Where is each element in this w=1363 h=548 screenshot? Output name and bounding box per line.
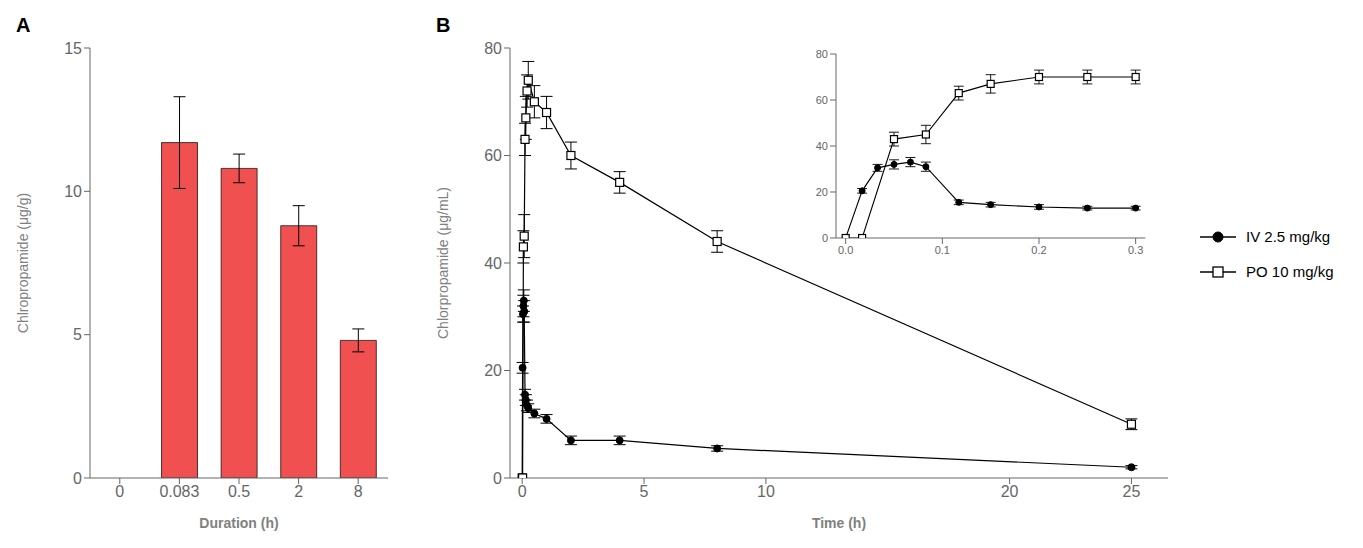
svg-text:60: 60 (815, 94, 827, 106)
svg-text:0.5: 0.5 (228, 483, 250, 500)
svg-text:10: 10 (757, 483, 775, 500)
svg-text:0.3: 0.3 (1128, 244, 1143, 256)
svg-text:60: 60 (484, 147, 502, 164)
svg-text:10: 10 (64, 183, 82, 200)
svg-text:5: 5 (73, 326, 82, 343)
html-text:IV 2.5 mg/kg: IV 2.5 mg/kg (1246, 228, 1331, 245)
svg-text:40: 40 (815, 140, 827, 152)
svg-text:40: 40 (484, 255, 502, 272)
svg-text:25: 25 (1123, 483, 1141, 500)
svg-text:Chlropropamide (μg/g): Chlropropamide (μg/g) (15, 193, 31, 333)
svg-text:80: 80 (815, 48, 827, 60)
svg-text:20: 20 (815, 186, 827, 198)
svg-text:0: 0 (821, 232, 827, 244)
svg-text:0.1: 0.1 (934, 244, 949, 256)
svg-text:0: 0 (115, 483, 124, 500)
svg-text:0: 0 (493, 470, 502, 487)
svg-text:0: 0 (518, 483, 527, 500)
svg-text:80: 80 (484, 40, 502, 57)
svg-text:Duration (h): Duration (h) (199, 515, 278, 531)
svg-text:0: 0 (73, 470, 82, 487)
svg-text:0.083: 0.083 (159, 483, 199, 500)
svg-text:20: 20 (1001, 483, 1019, 500)
svg-text:5: 5 (640, 483, 649, 500)
svg-text:15: 15 (64, 40, 82, 57)
svg-text:8: 8 (354, 483, 363, 500)
svg-text:0.2: 0.2 (1031, 244, 1046, 256)
html-text:A: A (16, 14, 31, 36)
svg-text:Chlorpropamide (μg/mL): Chlorpropamide (μg/mL) (435, 187, 451, 339)
svg-text:2: 2 (294, 483, 303, 500)
html-text:B: B (436, 14, 451, 36)
svg-text:Time (h): Time (h) (812, 515, 866, 531)
svg-text:0.0: 0.0 (838, 244, 853, 256)
svg-text:20: 20 (484, 362, 502, 379)
html-text:PO 10 mg/kg: PO 10 mg/kg (1246, 263, 1334, 280)
